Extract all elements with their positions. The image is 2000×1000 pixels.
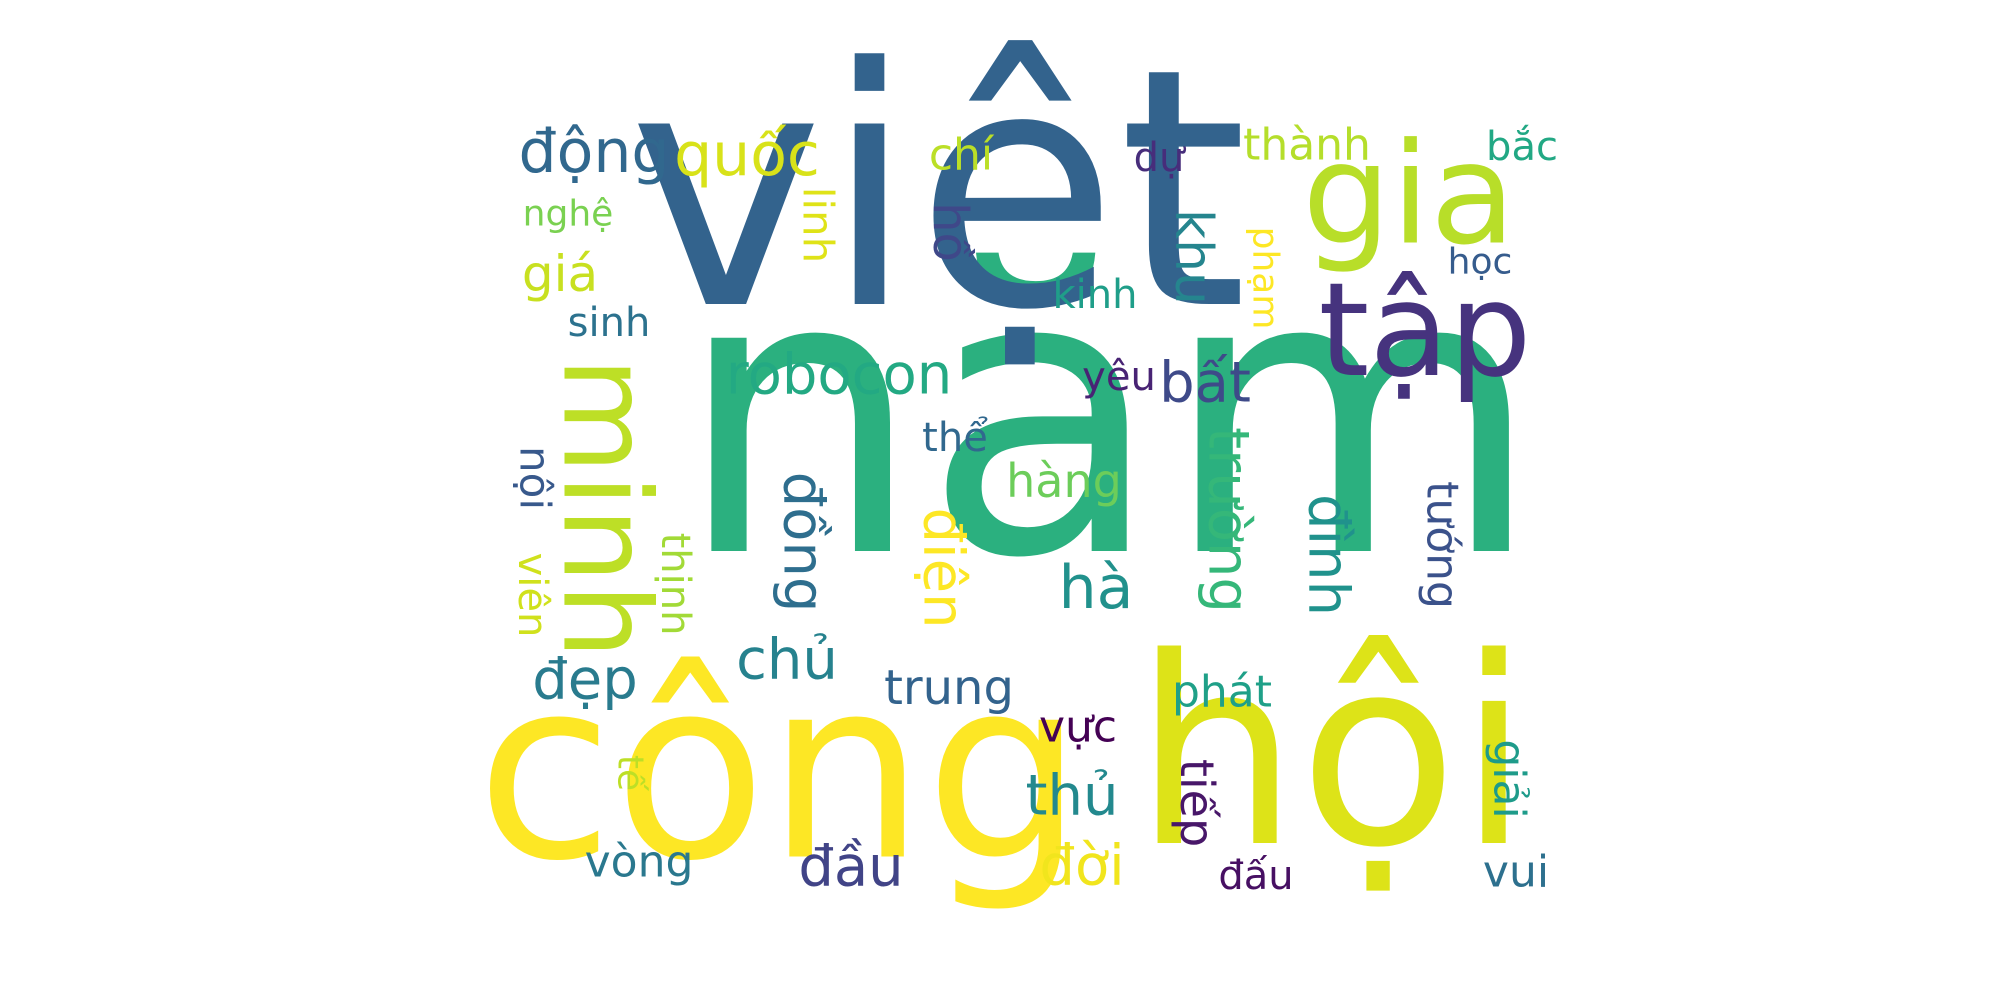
word-37: đẹp [532, 648, 638, 713]
word-42: tế [610, 755, 651, 792]
word-40: vực [1039, 702, 1117, 753]
word-11: khu [1163, 209, 1223, 305]
word-21: phạm [1245, 227, 1286, 330]
word-10: bất [1159, 351, 1251, 416]
word-46: đầu [798, 835, 903, 900]
word-16: dự [1134, 135, 1187, 181]
word-19: nghệ [523, 194, 614, 235]
word-13: giá [522, 245, 598, 303]
word-43: tiếp [1170, 759, 1224, 847]
word-6: tập [1318, 254, 1531, 406]
word-48: đấu [1218, 853, 1293, 899]
word-22: kinh [1053, 272, 1138, 318]
word-23: sinh [568, 300, 651, 346]
word-33: đình [1296, 494, 1361, 616]
word-7: động [519, 117, 670, 187]
word-12: hồ [922, 202, 978, 262]
word-47: đời [1039, 834, 1124, 899]
word-35: hà [1059, 553, 1134, 623]
word-26: hàng [1006, 454, 1122, 508]
word-36: chủ [736, 628, 838, 693]
word-3: hội [1134, 603, 1530, 905]
word-25: thể [922, 415, 988, 461]
word-24: yêu [1082, 354, 1156, 400]
word-30: đồng [771, 472, 836, 613]
word-9: robocon [726, 343, 952, 408]
word-8: quốc [674, 120, 820, 190]
word-4: minh [536, 357, 675, 659]
word-17: thành [1243, 120, 1371, 171]
word-20: học [1448, 242, 1513, 283]
word-39: phát [1172, 667, 1272, 718]
word-45: vòng [585, 837, 694, 888]
word-32: trường [1196, 427, 1261, 613]
word-41: thủ [1026, 764, 1119, 829]
word-29: thịnh [652, 533, 698, 636]
word-14: chí [929, 130, 995, 181]
word-44: giải [1484, 739, 1535, 818]
word-15: linh [794, 187, 843, 264]
word-18: bắc [1486, 124, 1558, 170]
word-31: điện [911, 507, 976, 628]
word-5: gia [1302, 114, 1516, 277]
word-38: trung [884, 660, 1014, 716]
word-27: nội [511, 446, 560, 510]
word-49: vui [1483, 847, 1549, 898]
word-28: viên [509, 553, 555, 638]
word-2: công [476, 625, 1084, 916]
word-34: tướng [1417, 481, 1468, 609]
word-0: năm [676, 189, 1542, 643]
word-1: việt [628, 0, 1247, 382]
